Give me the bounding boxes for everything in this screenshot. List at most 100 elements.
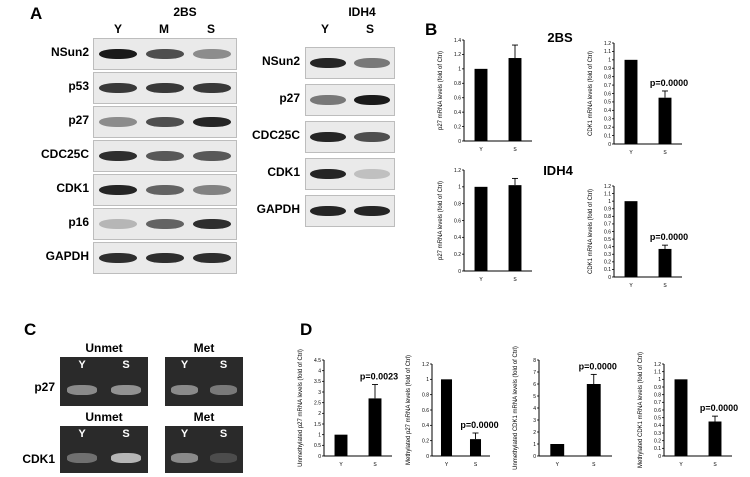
blot-band [193,218,232,230]
bar-y [624,201,638,277]
x-tick-label-s: S [663,283,667,289]
blot-band [354,94,390,106]
y-tick-label: 3 [318,390,321,396]
blot-strip-gapdh [93,242,237,274]
gel-lane-label-y: Y [180,428,189,440]
bar-y [474,186,488,271]
lane-label-y: Y [113,22,122,36]
y-tick-label: 1 [318,432,321,438]
gel-group-label-met: Met [193,341,215,355]
p-value-annotation: p=0.0000 [579,361,617,371]
y-tick-label: 0 [426,454,429,460]
y-tick-label: 0.2 [454,124,461,130]
y-tick-label: 0.5 [654,415,661,421]
panel-letter-c: C [24,320,37,339]
bar-s [508,58,522,141]
blot-strip-cdc25c [93,140,237,172]
bar-chart-unmethylated-p27: 0 0.5 1 1.5 2 2.5 3 3.5 4 4.5 Unmethylated p27 mRN… [290,349,400,472]
gel-band [110,453,142,463]
blot-label-gapdh: GAPDH [45,249,89,263]
bar-chart-methylated-cdk1: 0 0.1 0.2 0.3 0.4 0.5 0.6 0.7 0.8 0.9 1 1.1 1.2 Methy… [630,352,740,472]
blot-band [193,82,232,94]
y-tick-label: 0.8 [604,214,611,220]
blot-band [193,150,232,162]
y-tick-label: 1 [533,442,536,448]
bar-y [474,68,488,141]
blot-label-nsun2: NSun2 [261,54,300,68]
x-tick-label-s: S [513,277,517,283]
gel-group-label-met: Met [193,410,215,424]
blot-strip-cdk1 [305,158,395,190]
y-tick-label: 1.1 [604,49,611,55]
y-tick-label: 1 [458,67,461,73]
blot-band [310,57,346,69]
y-tick-label: 0.2 [604,125,611,131]
y-tick-label: 8 [533,358,536,364]
bar-s [469,439,482,456]
y-tick-label: 0.2 [654,438,661,444]
blot-band [146,252,184,264]
gel-band [209,385,238,396]
y-tick-label: 1.1 [604,191,611,197]
y-tick-label: 2 [318,411,321,417]
y-tick-label: 1 [608,58,611,64]
p-value-annotation: p=0.0000 [650,78,688,88]
x-tick-label-y: Y [629,150,633,156]
bar-chart-p27-2bs: 0 0.2 0.4 0.6 0.8 1 1.2 1.4 p27 mRNA levels (fol… [430,32,540,157]
blot-band [193,252,232,264]
blot-band [310,131,346,143]
y-tick-label: 0.8 [604,74,611,80]
y-tick-label: 0.7 [654,400,661,406]
panel-letter-b: B [425,20,438,39]
y-tick-label: 0.4 [604,108,611,114]
y-tick-label: 0.2 [454,252,461,258]
x-tick-label-s: S [513,147,517,153]
blot-band [146,218,184,230]
y-tick-label: 0.1 [654,446,661,452]
y-tick-label: 1.4 [454,38,461,44]
blot-band [98,116,137,128]
gel-row-label-cdk1: CDK1 [22,452,55,466]
y-tick-label: 1.2 [654,362,661,368]
x-tick-label-y: Y [679,462,683,468]
bar-y [550,444,565,456]
y-tick-label: 0 [533,454,536,460]
blot-band [146,150,184,162]
y-axis-label: p27 mRNA levels (fold of Ctrl) [438,181,444,260]
y-tick-label: 0.9 [654,385,661,391]
y-tick-label: 0.4 [654,423,661,429]
y-tick-label: 0.8 [654,392,661,398]
lane-label-s: S [365,22,374,36]
bar-y [334,434,348,456]
y-tick-label: 0.6 [454,96,461,102]
y-tick-label: 0.5 [314,443,321,449]
bar-s [708,421,722,456]
blot-band [193,116,232,128]
y-tick-label: 0.6 [604,229,611,235]
blot-label-p27: p27 [279,91,300,105]
bar-s [658,97,672,144]
bar-s [658,248,672,277]
blot-band [146,48,184,60]
blot-strip-p27 [305,84,395,116]
y-tick-label: 0.9 [604,207,611,213]
gel-lane-label-s: S [219,359,228,371]
p-value-annotation: p=0.0000 [460,420,498,430]
y-tick-label: 0 [608,275,611,281]
x-tick-label-y: Y [445,462,449,468]
y-tick-label: 4 [318,368,321,374]
lane-label-s: S [206,22,215,36]
gel-lane-label-y: Y [78,359,86,371]
blot-strip-p53 [93,72,237,104]
y-tick-label: 0 [318,454,321,460]
y-tick-label: 0.1 [604,133,611,139]
blot-band [310,94,346,106]
y-tick-label: 0 [458,269,461,275]
blot-band [310,205,346,217]
blot-label-cdk1: CDK1 [56,181,89,195]
blot-band [98,150,137,162]
x-tick-label-y: Y [629,283,633,289]
blot-band [98,218,137,230]
